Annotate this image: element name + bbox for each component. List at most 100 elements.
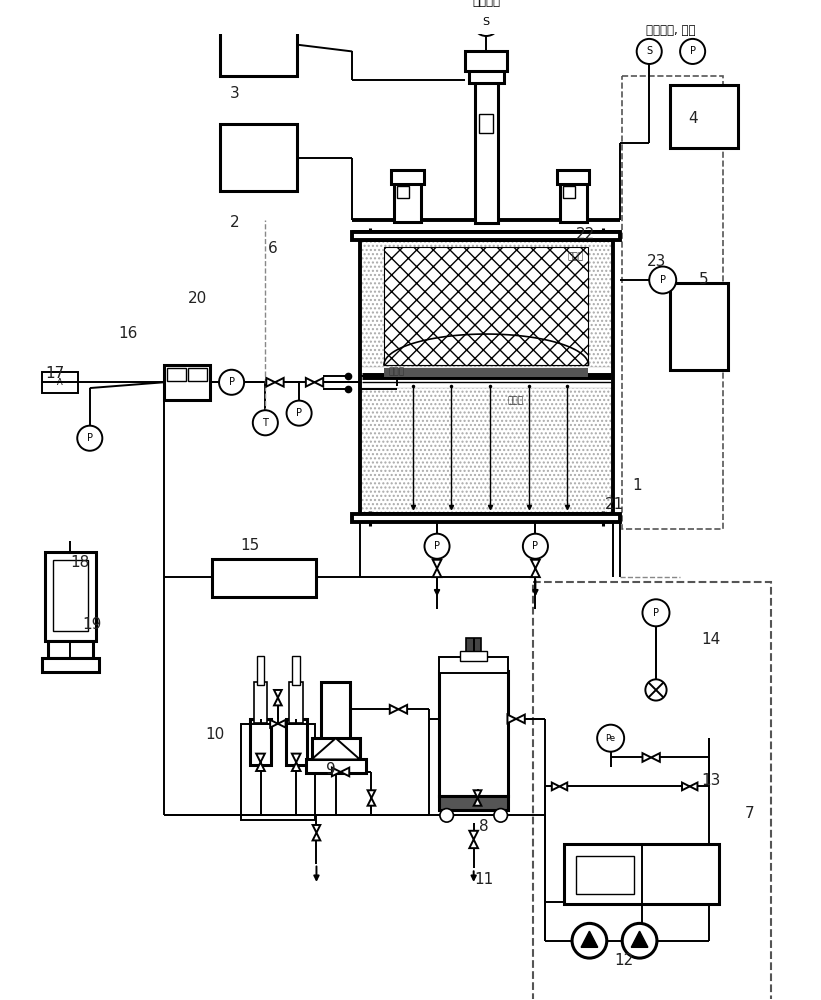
Text: 水平井: 水平井 xyxy=(507,396,523,405)
Polygon shape xyxy=(256,754,265,762)
Bar xyxy=(321,682,351,745)
Text: S: S xyxy=(646,46,653,56)
Circle shape xyxy=(643,599,669,626)
Polygon shape xyxy=(275,378,284,387)
Text: 12: 12 xyxy=(615,953,634,968)
Bar xyxy=(220,124,297,191)
Text: 点窜井: 点窜井 xyxy=(388,367,405,376)
Bar xyxy=(254,682,268,723)
Polygon shape xyxy=(306,378,314,387)
Bar xyxy=(397,186,409,198)
Text: T: T xyxy=(263,418,268,428)
Circle shape xyxy=(440,809,453,822)
Text: 17: 17 xyxy=(45,366,65,381)
Polygon shape xyxy=(368,798,375,806)
Text: 15: 15 xyxy=(241,538,259,553)
Polygon shape xyxy=(474,798,481,806)
Text: 覆压位移, 压力: 覆压位移, 压力 xyxy=(645,24,695,37)
Bar xyxy=(188,368,208,381)
Text: 造缝位移: 造缝位移 xyxy=(472,0,500,8)
Text: 19: 19 xyxy=(82,617,102,632)
Text: 23: 23 xyxy=(647,254,667,269)
Bar xyxy=(290,682,303,723)
Polygon shape xyxy=(560,783,567,790)
Bar xyxy=(312,738,360,762)
Polygon shape xyxy=(390,705,398,714)
Text: 14: 14 xyxy=(701,632,721,647)
Bar xyxy=(45,552,95,641)
Bar xyxy=(461,651,487,661)
Bar xyxy=(469,68,503,83)
Bar xyxy=(352,514,621,522)
Bar xyxy=(439,671,508,796)
Circle shape xyxy=(287,401,312,426)
Polygon shape xyxy=(312,738,360,759)
Bar xyxy=(286,719,307,765)
Circle shape xyxy=(494,809,507,822)
Bar xyxy=(42,372,78,393)
Bar xyxy=(292,656,300,685)
Circle shape xyxy=(572,923,607,958)
Text: 1: 1 xyxy=(632,478,641,493)
Text: 13: 13 xyxy=(701,773,721,788)
Bar xyxy=(257,656,264,685)
Polygon shape xyxy=(631,931,648,947)
Bar xyxy=(465,51,507,71)
Bar xyxy=(53,560,88,631)
Bar xyxy=(360,240,612,367)
Text: P: P xyxy=(660,275,666,285)
Bar xyxy=(167,368,186,381)
Bar xyxy=(42,658,99,672)
Polygon shape xyxy=(470,831,478,839)
Text: P: P xyxy=(87,433,93,443)
Polygon shape xyxy=(516,715,525,723)
Bar xyxy=(564,844,718,904)
Bar xyxy=(384,368,589,377)
Polygon shape xyxy=(531,568,539,577)
Text: Pe: Pe xyxy=(606,734,616,743)
Bar xyxy=(391,170,424,184)
Bar xyxy=(48,641,93,658)
Text: P: P xyxy=(228,377,235,387)
Text: 9: 9 xyxy=(326,762,336,777)
Text: P: P xyxy=(532,541,539,551)
Text: 20: 20 xyxy=(188,291,208,306)
Polygon shape xyxy=(291,762,300,771)
Polygon shape xyxy=(651,753,660,762)
Polygon shape xyxy=(690,783,698,790)
Circle shape xyxy=(649,267,677,294)
Polygon shape xyxy=(256,762,265,771)
Bar xyxy=(213,559,316,597)
Text: 4: 4 xyxy=(688,111,698,126)
Bar xyxy=(475,80,498,223)
Bar xyxy=(560,182,586,222)
Polygon shape xyxy=(398,705,407,714)
Bar xyxy=(360,388,612,513)
Polygon shape xyxy=(274,690,282,698)
Polygon shape xyxy=(332,768,341,776)
Bar xyxy=(241,724,315,820)
Circle shape xyxy=(636,39,662,64)
Polygon shape xyxy=(474,790,481,798)
Bar xyxy=(306,759,365,773)
Polygon shape xyxy=(643,753,651,762)
Polygon shape xyxy=(274,698,282,705)
Text: 18: 18 xyxy=(71,555,89,570)
Text: 11: 11 xyxy=(475,872,494,887)
Text: 7: 7 xyxy=(745,806,754,821)
Bar xyxy=(439,657,508,673)
Circle shape xyxy=(77,426,103,451)
Text: P: P xyxy=(296,408,302,418)
Polygon shape xyxy=(277,720,286,728)
Text: A: A xyxy=(57,378,62,387)
Bar xyxy=(360,240,612,514)
Polygon shape xyxy=(291,754,300,762)
Polygon shape xyxy=(470,839,478,848)
Polygon shape xyxy=(313,825,320,833)
Text: 2: 2 xyxy=(230,215,239,230)
Text: 压裂剂: 压裂剂 xyxy=(568,252,584,261)
Text: 6: 6 xyxy=(268,241,278,256)
Circle shape xyxy=(473,9,500,36)
Text: S: S xyxy=(483,17,490,27)
Bar xyxy=(671,85,738,148)
